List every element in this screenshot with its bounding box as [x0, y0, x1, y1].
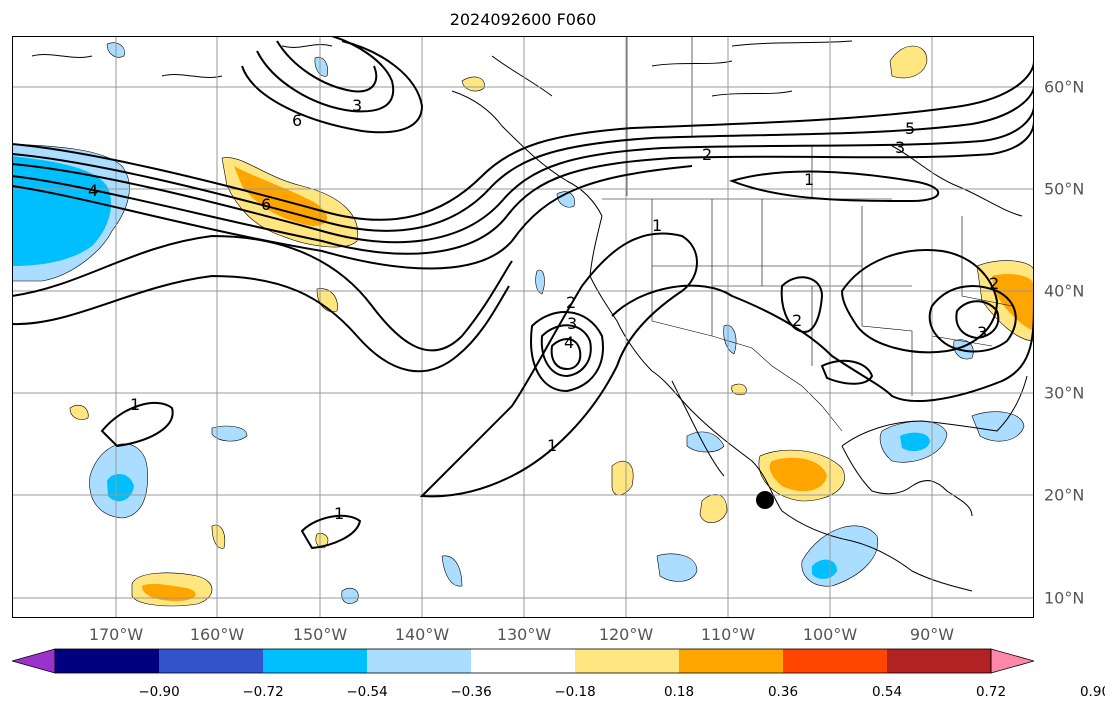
lon-label: 120°W	[598, 625, 654, 644]
contour-label: 3	[895, 138, 905, 157]
shade-small-1	[211, 425, 248, 442]
shade-yellow-ne	[889, 45, 928, 79]
map-panel: 1 1 1 1 2 2 2 3 3 3 4 4 5 6 6 1 2 3	[12, 36, 1034, 618]
contour-label: 4	[88, 181, 98, 200]
lon-label: 130°W	[496, 625, 552, 644]
shade-blue	[12, 156, 112, 266]
shade-small-5	[656, 553, 698, 582]
contour-label: 2	[792, 311, 802, 330]
colorbar-segment	[263, 649, 368, 673]
colorbar	[12, 648, 1034, 674]
graticule	[12, 36, 1034, 618]
shade-small-6	[686, 431, 725, 453]
lon-label: 110°W	[700, 625, 756, 644]
contour-label-group: 1 1 1 1 2 2 2 3 3 3 4 4 5 6 6 1 2 3	[88, 96, 999, 523]
lon-label: 140°W	[394, 625, 450, 644]
lat-label: 20°N	[1044, 485, 1085, 505]
shade-small-11	[211, 524, 226, 549]
shade-small-13	[723, 324, 737, 355]
chart-title: 2024092600 F060	[449, 10, 597, 29]
shade-orange	[234, 166, 328, 226]
contour-label: 1	[130, 395, 140, 414]
colorbar-tick-label: 0.18	[663, 684, 695, 700]
contour-label: 2	[702, 145, 712, 164]
lat-label: 10°N	[1044, 588, 1085, 608]
contour-label: 1	[334, 504, 344, 523]
shade-small-18	[315, 533, 329, 549]
storm-center-marker	[756, 491, 774, 509]
contour-label: 1	[547, 436, 557, 455]
contour-label: 1	[652, 216, 662, 235]
colorbar-tick-label: 0.90	[1079, 684, 1105, 700]
colorbar-tick-label: −0.90	[138, 684, 180, 700]
contour-label: 3	[352, 96, 362, 115]
colorbar-tick-label: −0.54	[346, 684, 388, 700]
colorbar-extend-high	[990, 648, 1034, 674]
contour-lines	[12, 36, 1034, 550]
contour-label: 2	[989, 274, 999, 293]
lat-label: 50°N	[1044, 179, 1085, 199]
contour-label: 6	[292, 111, 302, 130]
shade-small-12	[535, 269, 545, 295]
colorbar-segment	[55, 649, 160, 673]
shade-orange-east	[992, 274, 1034, 331]
lon-label: 100°W	[802, 625, 858, 644]
lon-label: 170°W	[88, 625, 144, 644]
shade-small-3	[611, 461, 634, 496]
shade-orange-south	[142, 583, 196, 601]
colorbar-tick-label: −0.36	[450, 684, 492, 700]
shade-yellow-alaska	[461, 76, 485, 92]
colorbar-segment	[783, 649, 888, 673]
lat-label: 40°N	[1044, 281, 1085, 301]
lon-label: 160°W	[189, 625, 245, 644]
lat-label: 60°N	[1044, 77, 1085, 97]
shade-orange-mexico	[769, 457, 827, 492]
shade-blue-gulf	[900, 432, 930, 452]
colorbar-tick-label: 0.72	[975, 684, 1007, 700]
colorbar-tick-label: 0.36	[767, 684, 799, 700]
colorbar-tick-label: −0.72	[242, 684, 284, 700]
shade-small-8	[341, 587, 359, 604]
shade-blue-hi	[107, 474, 134, 502]
lon-label: 150°W	[292, 625, 348, 644]
colorbar-segment	[679, 649, 784, 673]
shade-small-2	[316, 288, 338, 312]
shade-light-blue-atl	[971, 411, 1025, 442]
shade-small-7	[441, 555, 463, 587]
contour-label: 1	[804, 170, 814, 189]
lat-label: 30°N	[1044, 383, 1085, 403]
contour-label: 3	[567, 314, 577, 333]
contour-label: 5	[905, 119, 915, 138]
shade-blue-ca	[812, 559, 837, 579]
shade-small-10	[69, 404, 89, 420]
contour-label: 4	[564, 333, 574, 352]
contour-label: 6	[261, 195, 271, 214]
colorbar-segment	[159, 649, 264, 673]
lon-label: 90°W	[909, 625, 955, 644]
colorbar-segment	[367, 649, 472, 673]
colorbar-segment	[887, 649, 992, 673]
colorbar-tick-label: −0.18	[554, 684, 596, 700]
contour-label: 2	[566, 293, 576, 312]
colorbar-segment	[575, 649, 680, 673]
colorbar-segment	[471, 649, 576, 673]
shade-small-17	[731, 383, 747, 396]
colorbar-extend-low	[12, 648, 56, 674]
contour-label: 3	[977, 323, 987, 342]
colorbar-tick-label: 0.54	[871, 684, 903, 700]
shade-small-15	[314, 56, 329, 77]
